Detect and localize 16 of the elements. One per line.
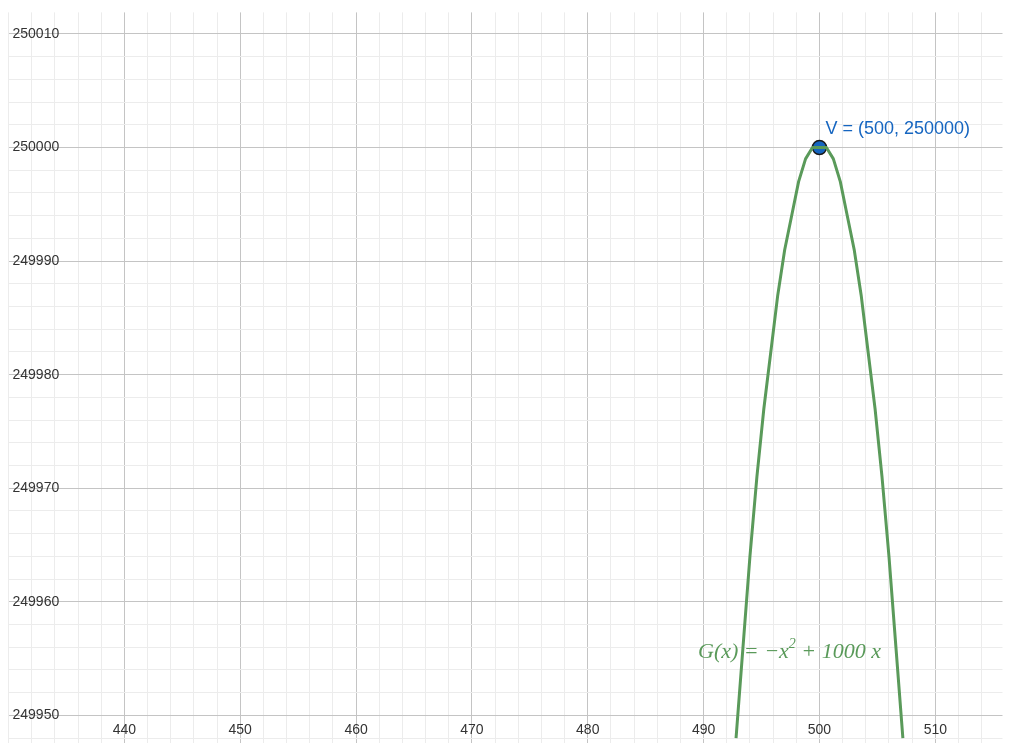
y-tick-label: 249990 bbox=[12, 251, 60, 268]
y-tick-label: 250000 bbox=[12, 138, 60, 155]
y-tick-label: 249970 bbox=[12, 479, 60, 496]
x-tick-label: 460 bbox=[344, 721, 368, 738]
x-tick-label: 480 bbox=[576, 721, 600, 738]
x-tick-label: 450 bbox=[228, 721, 253, 738]
y-tick-label: 249980 bbox=[12, 365, 60, 382]
y-tick-label: 249950 bbox=[12, 706, 60, 723]
x-tick-label: 470 bbox=[460, 721, 484, 738]
x-tick-label: 490 bbox=[691, 721, 716, 738]
x-tick-label: 500 bbox=[807, 721, 832, 738]
y-tick-label: 250010 bbox=[12, 24, 60, 41]
x-tick-label: 510 bbox=[923, 721, 948, 738]
x-tick-label: 440 bbox=[112, 721, 137, 738]
y-tick-label: 249960 bbox=[12, 592, 60, 609]
annotation: V = (500, 250000) bbox=[825, 117, 971, 138]
